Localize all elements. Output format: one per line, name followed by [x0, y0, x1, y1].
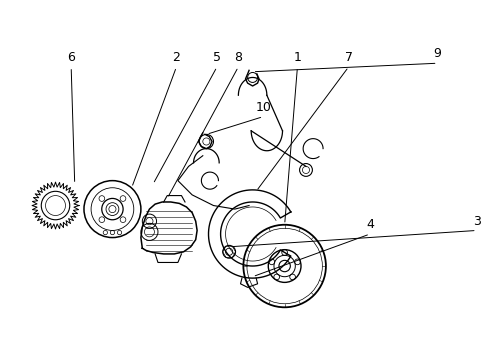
Text: 6: 6: [67, 51, 75, 64]
Text: 3: 3: [473, 215, 481, 228]
Text: 4: 4: [366, 218, 374, 231]
Polygon shape: [155, 254, 181, 262]
Polygon shape: [209, 190, 291, 278]
Polygon shape: [241, 278, 258, 287]
Polygon shape: [164, 195, 185, 202]
Text: 8: 8: [234, 51, 243, 64]
Text: 9: 9: [434, 48, 441, 60]
Text: 1: 1: [294, 51, 301, 64]
Polygon shape: [141, 202, 197, 254]
Text: 7: 7: [344, 51, 353, 64]
Text: 10: 10: [255, 101, 271, 114]
Text: 2: 2: [172, 51, 180, 64]
Text: 5: 5: [213, 51, 221, 64]
